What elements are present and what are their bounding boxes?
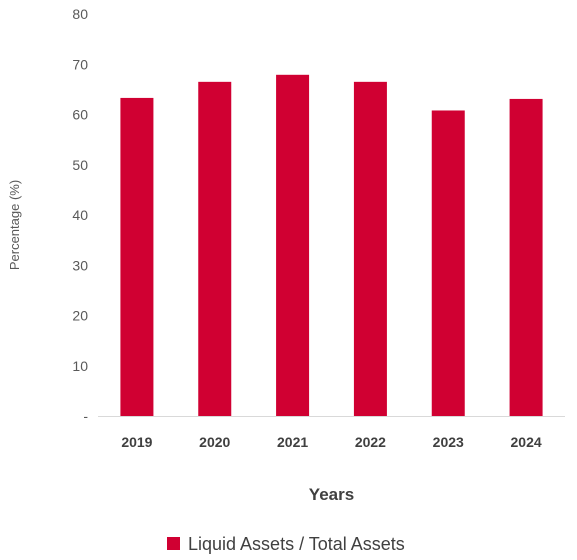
bar-2020: [198, 81, 232, 417]
bars: [120, 74, 543, 417]
x-tick-label: 2023: [433, 434, 464, 450]
y-tick-label: 60: [72, 107, 88, 123]
bar-2021: [276, 74, 310, 417]
y-tick-label: 20: [72, 308, 88, 324]
bar-2022: [353, 81, 387, 417]
x-tick-label: 2024: [511, 434, 542, 450]
legend: Liquid Assets / Total Assets: [167, 534, 405, 554]
legend-swatch: [167, 537, 180, 550]
bar-2023: [431, 110, 465, 416]
y-tick-label: 10: [72, 358, 88, 374]
x-tick-label: 2022: [355, 434, 386, 450]
y-tick-label: 70: [72, 56, 88, 72]
bar-2024: [509, 98, 543, 417]
y-tick-label: 50: [72, 157, 88, 173]
y-tick-label: 80: [72, 6, 88, 22]
x-axis-ticks: 2019 2020 2021 2022 2023 2024: [121, 434, 542, 450]
x-tick-label: 2021: [277, 434, 308, 450]
y-tick-label: 40: [72, 207, 88, 223]
x-axis-title: Years: [309, 485, 354, 504]
y-tick-label: 30: [72, 257, 88, 273]
x-tick-label: 2019: [121, 434, 152, 450]
legend-label: Liquid Assets / Total Assets: [188, 534, 405, 554]
y-tick-label: -: [83, 408, 88, 424]
x-tick-label: 2020: [199, 434, 230, 450]
y-axis-title: Percentage (%): [7, 180, 22, 270]
bar-2019: [120, 97, 154, 416]
y-axis-ticks: - 10 20 30 40 50 60 70 80: [72, 6, 88, 424]
